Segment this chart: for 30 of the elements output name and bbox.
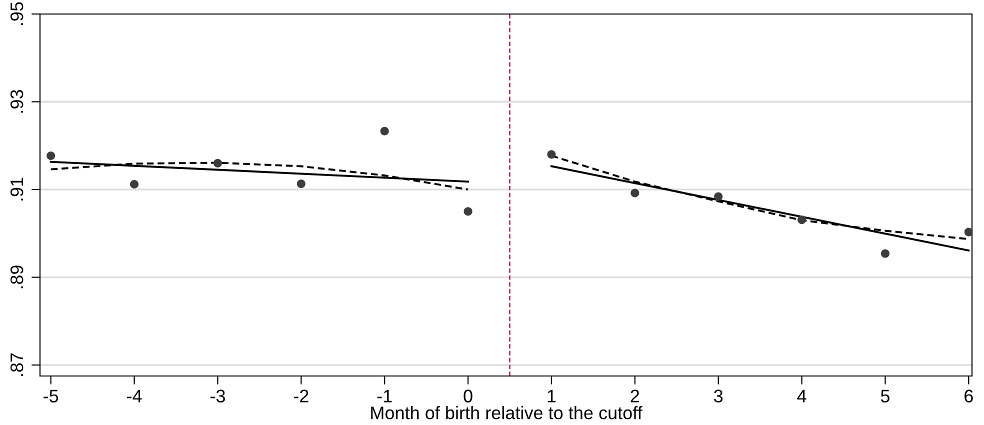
point xyxy=(964,228,972,236)
point xyxy=(380,126,389,136)
y-tick-label: .87 xyxy=(10,353,24,376)
y-tick-label: .91 xyxy=(10,178,24,200)
point xyxy=(630,188,640,198)
point xyxy=(213,158,222,168)
point xyxy=(296,180,306,188)
point xyxy=(880,249,890,258)
x-tick-label: 3 xyxy=(714,390,723,402)
point xyxy=(130,180,139,189)
x-tick-label: -3 xyxy=(210,390,225,402)
x-axis-title: Month of birth relative to the cutoff xyxy=(371,406,642,420)
point xyxy=(798,216,806,224)
x-tick-label: 2 xyxy=(630,390,640,402)
point xyxy=(46,151,56,160)
x-tick-label: 4 xyxy=(797,390,806,402)
point xyxy=(464,207,472,216)
point xyxy=(714,192,723,201)
y-tick-label: .93 xyxy=(10,90,24,113)
point xyxy=(547,150,556,159)
y-tick-label: .95 xyxy=(10,2,24,25)
x-tick-label: -4 xyxy=(127,390,142,402)
x-tick-label: 5 xyxy=(880,390,890,402)
x-tick-label: -1 xyxy=(377,390,392,402)
x-tick-label: 1 xyxy=(548,390,556,402)
y-tick-label: .89 xyxy=(10,266,24,288)
x-tick-label: 0 xyxy=(464,390,472,402)
x-tick-label: -5 xyxy=(44,390,58,402)
x-tick-label: -2 xyxy=(294,390,308,402)
x-tick-label: 6 xyxy=(964,390,973,402)
